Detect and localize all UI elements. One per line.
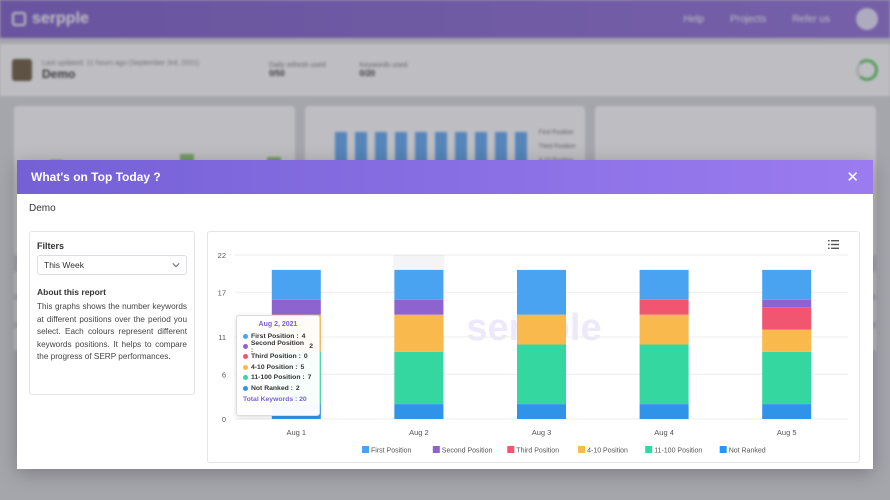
about-title: About this report bbox=[37, 287, 106, 297]
tooltip-row: Not Ranked :2 bbox=[243, 383, 313, 393]
x-tick-label: Aug 1 bbox=[286, 428, 306, 437]
nav-refer[interactable]: Refer us bbox=[792, 13, 830, 25]
y-tick-label: 0 bbox=[222, 415, 226, 424]
stat-refresh: Daily refresh used 0/50 bbox=[269, 62, 326, 78]
top-navbar: serpple Help Projects Refer us bbox=[0, 0, 890, 38]
bar-segment bbox=[517, 344, 566, 405]
legend-label: 11-100 Position bbox=[654, 448, 702, 455]
bar-segment bbox=[394, 269, 444, 300]
period-select-value: This Week bbox=[44, 260, 84, 270]
bar-segment bbox=[517, 404, 566, 419]
x-tick-label: Aug 3 bbox=[532, 428, 552, 437]
y-tick-label: 6 bbox=[222, 370, 226, 379]
bar-segment bbox=[762, 299, 812, 308]
bar-segment bbox=[639, 404, 689, 419]
tooltip-row: First Position :4 bbox=[243, 331, 313, 341]
legend-label: Third Position bbox=[516, 448, 559, 455]
bar-segment bbox=[639, 299, 689, 315]
legend-swatch bbox=[432, 446, 440, 453]
legend-label: Not Ranked bbox=[729, 448, 766, 455]
bar-segment bbox=[762, 351, 812, 405]
tooltip-total: Total Keywords : 20 bbox=[243, 396, 307, 404]
legend-swatch bbox=[362, 446, 369, 453]
bar-segment bbox=[517, 269, 566, 315]
y-tick-label: 17 bbox=[218, 288, 226, 297]
legend-label: 4-10 Position bbox=[587, 448, 628, 455]
x-tick-label: Aug 5 bbox=[777, 428, 797, 437]
bar-segment bbox=[762, 404, 812, 419]
modal-header: What's on Top Today ? ✕ bbox=[17, 160, 873, 194]
nav-help[interactable]: Help bbox=[683, 13, 705, 25]
avatar[interactable] bbox=[856, 8, 878, 30]
bar-segment bbox=[394, 404, 444, 419]
legend-swatch bbox=[507, 446, 515, 453]
x-tick-label: Aug 4 bbox=[654, 428, 674, 437]
tooltip-row: 4-10 Position :5 bbox=[243, 362, 313, 372]
legend-swatch bbox=[719, 446, 727, 453]
bar-segment bbox=[394, 351, 444, 405]
y-tick-label: 11 bbox=[218, 333, 226, 342]
bar-segment bbox=[271, 269, 321, 300]
bar-segment bbox=[639, 269, 689, 300]
filters-panel: Filters This Week About this report This… bbox=[29, 231, 195, 395]
about-text: This graphs shows the number keywords at… bbox=[37, 302, 187, 362]
legend-label: First Position bbox=[371, 448, 412, 455]
project-updated: Last updated: 11 hours ago (September 3r… bbox=[42, 59, 200, 67]
bar-segment bbox=[517, 314, 566, 345]
project-icon bbox=[12, 59, 32, 81]
legend-swatch bbox=[578, 446, 586, 453]
project-header: Last updated: 11 hours ago (September 3r… bbox=[0, 44, 890, 96]
bar-segment bbox=[762, 307, 812, 330]
bar-segment bbox=[394, 299, 444, 315]
whats-on-top-modal: What's on Top Today ? ✕ Demo Filters Thi… bbox=[17, 160, 873, 469]
y-tick-label: 22 bbox=[218, 251, 226, 260]
progress-ring bbox=[856, 59, 878, 81]
tooltip-row: Second Position :2 bbox=[243, 340, 313, 354]
tooltip-title: Aug 2, 2021 bbox=[258, 321, 298, 328]
period-select[interactable]: This Week bbox=[37, 255, 187, 275]
legend-label: Second Position bbox=[442, 448, 493, 455]
chevron-down-icon bbox=[172, 263, 180, 268]
x-tick-label: Aug 2 bbox=[409, 428, 429, 437]
chart-tooltip: Aug 2, 2021 First Position :4 Second Pos… bbox=[236, 315, 320, 416]
menu-icon[interactable] bbox=[828, 240, 839, 249]
filters-title: Filters bbox=[37, 241, 65, 251]
nav-projects[interactable]: Projects bbox=[730, 13, 767, 25]
modal-title: What's on Top Today ? bbox=[31, 170, 161, 184]
bar-segment bbox=[394, 314, 444, 352]
tooltip-row: Third Position :0 bbox=[243, 352, 313, 362]
legend-swatch bbox=[645, 446, 653, 453]
bar-segment bbox=[762, 269, 812, 300]
bar-segment bbox=[271, 299, 321, 315]
bar-segment bbox=[762, 329, 812, 352]
project-title: Demo bbox=[42, 66, 76, 81]
stat-keywords: Keywords used 0/20 bbox=[359, 62, 408, 78]
close-icon[interactable]: ✕ bbox=[846, 168, 859, 186]
project-name: Demo bbox=[29, 203, 56, 214]
tooltip-row: 11-100 Position :7 bbox=[243, 373, 313, 383]
bar-segment bbox=[639, 314, 689, 345]
bar-segment bbox=[639, 344, 689, 405]
brand-logo: serpple bbox=[12, 10, 89, 28]
